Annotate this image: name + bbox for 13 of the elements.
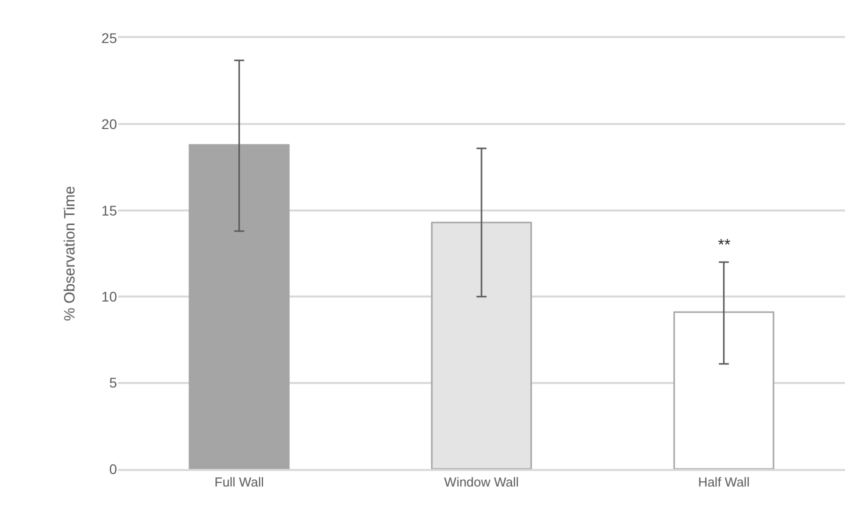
y-axis-title: % Observation Time [62,186,79,322]
y-tick-label: 10 [101,288,118,304]
y-tick-label: 0 [109,460,118,477]
y-tick-label: 20 [101,116,118,132]
x-tick-label: Window Wall [444,474,519,490]
bar [188,144,290,469]
x-tick-label: Half Wall [698,474,750,490]
bar [673,311,774,469]
x-tick-label: Full Wall [214,474,264,490]
annotation: ** [718,237,730,254]
y-tick-label: 15 [101,202,118,218]
y-tick-label: 25 [101,30,118,46]
y-tick-label: 5 [109,374,118,391]
